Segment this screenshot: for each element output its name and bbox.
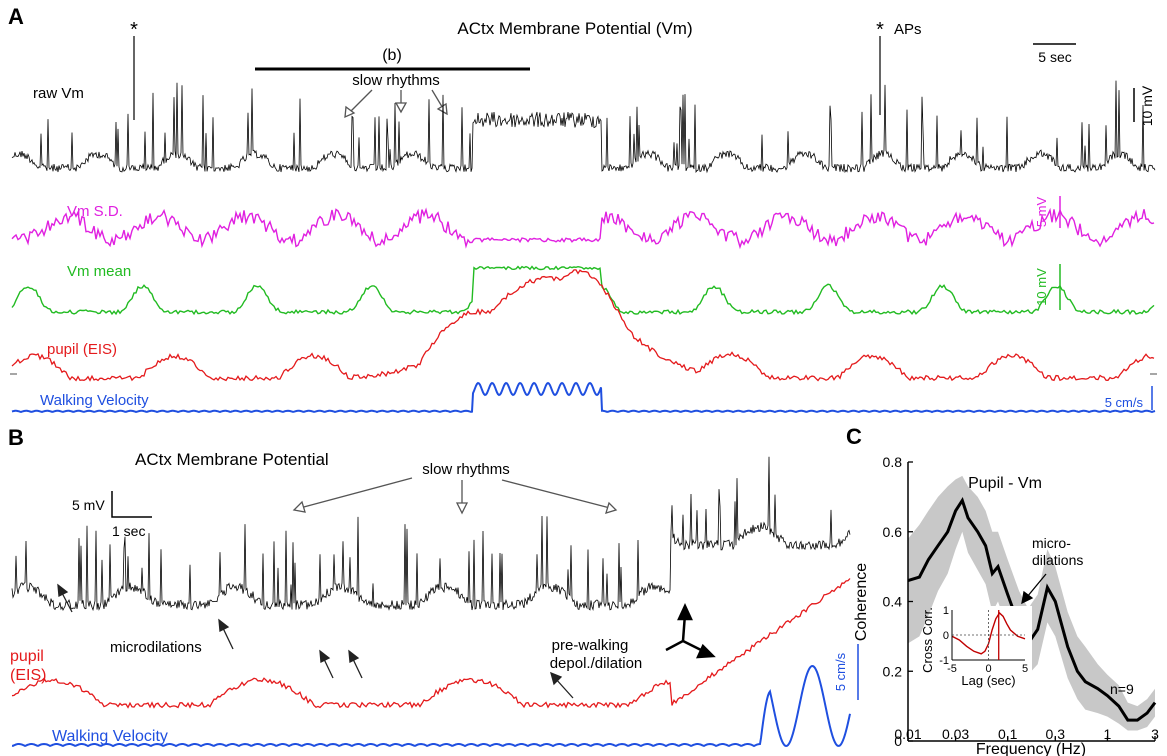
sd-scale-label: 5 mV xyxy=(1034,197,1049,228)
x-tick-label: 1 xyxy=(1104,726,1112,742)
y-tick-label: 0 xyxy=(894,733,902,749)
vm-mean-trace xyxy=(11,265,1155,316)
inset-axes: -5 0 5 -1 0 1 Lag (sec) Cross Corr. xyxy=(920,605,1028,688)
inset-y-tick-label: 0 xyxy=(943,630,949,642)
x-tick-label: 3 xyxy=(1151,726,1159,742)
n-label: n=9 xyxy=(1110,681,1134,697)
prewalking-arrows xyxy=(665,603,716,659)
x-tick-label: 0.03 xyxy=(942,726,969,742)
b-walking-velocity-trace xyxy=(11,664,851,748)
inset-x-tick-label: 0 xyxy=(985,663,991,675)
panel-c: C Pupil - Vm 0.01 0.03 0.1 0.3 1 300.20.40.60… xyxy=(846,424,1159,756)
y-axis-label: Coherence xyxy=(853,563,870,641)
inset-x-tick-label: -5 xyxy=(947,663,957,675)
b-sec-scale-label: 1 sec xyxy=(112,523,145,539)
b-pupil-trace xyxy=(11,578,851,709)
inset-y-tick-label: 1 xyxy=(943,605,949,617)
raw-scale-label: 10 mV xyxy=(1139,85,1155,126)
a-slow-arrows xyxy=(344,89,448,119)
panel-b: B ACtx Membrane Potential slow rhythms 5… xyxy=(8,425,859,748)
b-slow-rhythms-label: slow rhythms xyxy=(422,461,510,478)
ap-star-left: * xyxy=(130,19,138,41)
panel-b-title: ACtx Membrane Potential xyxy=(135,450,329,469)
inset-background xyxy=(940,606,1032,687)
vm-sd-trace xyxy=(11,207,1155,250)
vm-mean-label: Vm mean xyxy=(67,263,131,280)
time-scale-label: 5 sec xyxy=(1038,49,1071,65)
walk-scale-label: 5 cm/s xyxy=(1105,395,1144,410)
pupil-trace xyxy=(11,269,1155,382)
b-vm-trace xyxy=(11,456,851,612)
inset-y-label: Cross Corr. xyxy=(920,607,935,673)
inset-y-tick-label: -1 xyxy=(939,655,949,667)
ap-star-right: * xyxy=(876,19,884,41)
coherence-sem-band xyxy=(908,475,1155,731)
b-slow-arrows xyxy=(292,477,618,515)
y-tick-label: 0.4 xyxy=(883,594,903,610)
b-mv-scale-label: 5 mV xyxy=(72,497,105,513)
panel-a: A ACtx Membrane Potential (Vm) (b) slow … xyxy=(8,4,1157,414)
b-pupil-label-line2: (EIS) xyxy=(10,667,46,684)
x-axis-label: Frequency (Hz) xyxy=(976,741,1086,756)
inset-x-tick-label: 5 xyxy=(1022,663,1028,675)
walking-velocity-trace xyxy=(11,381,1156,414)
panel-a-letter: A xyxy=(8,4,24,29)
x-tick-label: 0.1 xyxy=(998,726,1018,742)
micro-annotation-arrow xyxy=(1021,573,1047,605)
x-tick-label: 0.3 xyxy=(1046,726,1066,742)
b-bracket-label: (b) xyxy=(382,47,402,64)
walking-velocity-label: Walking Velocity xyxy=(40,392,149,409)
pupil-label: pupil (EIS) xyxy=(47,341,117,358)
mean-scale-label: 10 mV xyxy=(1034,268,1049,306)
micro-annotation-line2: dilations xyxy=(1032,552,1083,568)
prewalking-label-line1: pre-walking xyxy=(552,637,629,654)
x-tick-label: 0.01 xyxy=(894,726,921,742)
coherence-chart-title: Pupil - Vm xyxy=(968,475,1042,492)
y-tick-label: 0.8 xyxy=(883,454,903,470)
b-pupil-label-line1: pupil xyxy=(10,648,44,665)
b-walk-scale-label: 5 cm/s xyxy=(833,652,848,691)
coherence-axes: 0.01 0.03 0.1 0.3 1 3 0 0.2 0.4 0.6 0.8 Coherence Fr… xyxy=(853,454,1159,756)
micro-annotation-line1: micro- xyxy=(1032,535,1071,551)
cross-corr-line xyxy=(951,611,1026,655)
b-walking-velocity-label: Walking Velocity xyxy=(52,728,168,745)
raw-vm-label: raw Vm xyxy=(33,85,84,102)
panel-c-letter: C xyxy=(846,424,862,449)
y-tick-label: 0.2 xyxy=(883,663,903,679)
cross-corr-inset: -5 0 5 -1 0 1 Lag (sec) Cross Corr. xyxy=(920,605,1032,688)
inset-x-label: Lag (sec) xyxy=(961,673,1015,688)
microdilations-label: microdilations xyxy=(110,639,202,656)
microdilation-arrows xyxy=(57,583,574,699)
panel-a-title: ACtx Membrane Potential (Vm) xyxy=(457,19,692,38)
b-scale-bars xyxy=(111,491,152,518)
ap-label: APs xyxy=(894,21,922,38)
a-slow-rhythms-label: slow rhythms xyxy=(352,72,440,89)
y-tick-label: 0.6 xyxy=(883,524,903,540)
vm-sd-label: Vm S.D. xyxy=(67,203,123,220)
panel-b-letter: B xyxy=(8,425,24,450)
prewalking-label-line2: depol./dilation xyxy=(550,655,643,672)
raw-vm-trace xyxy=(11,80,1156,174)
